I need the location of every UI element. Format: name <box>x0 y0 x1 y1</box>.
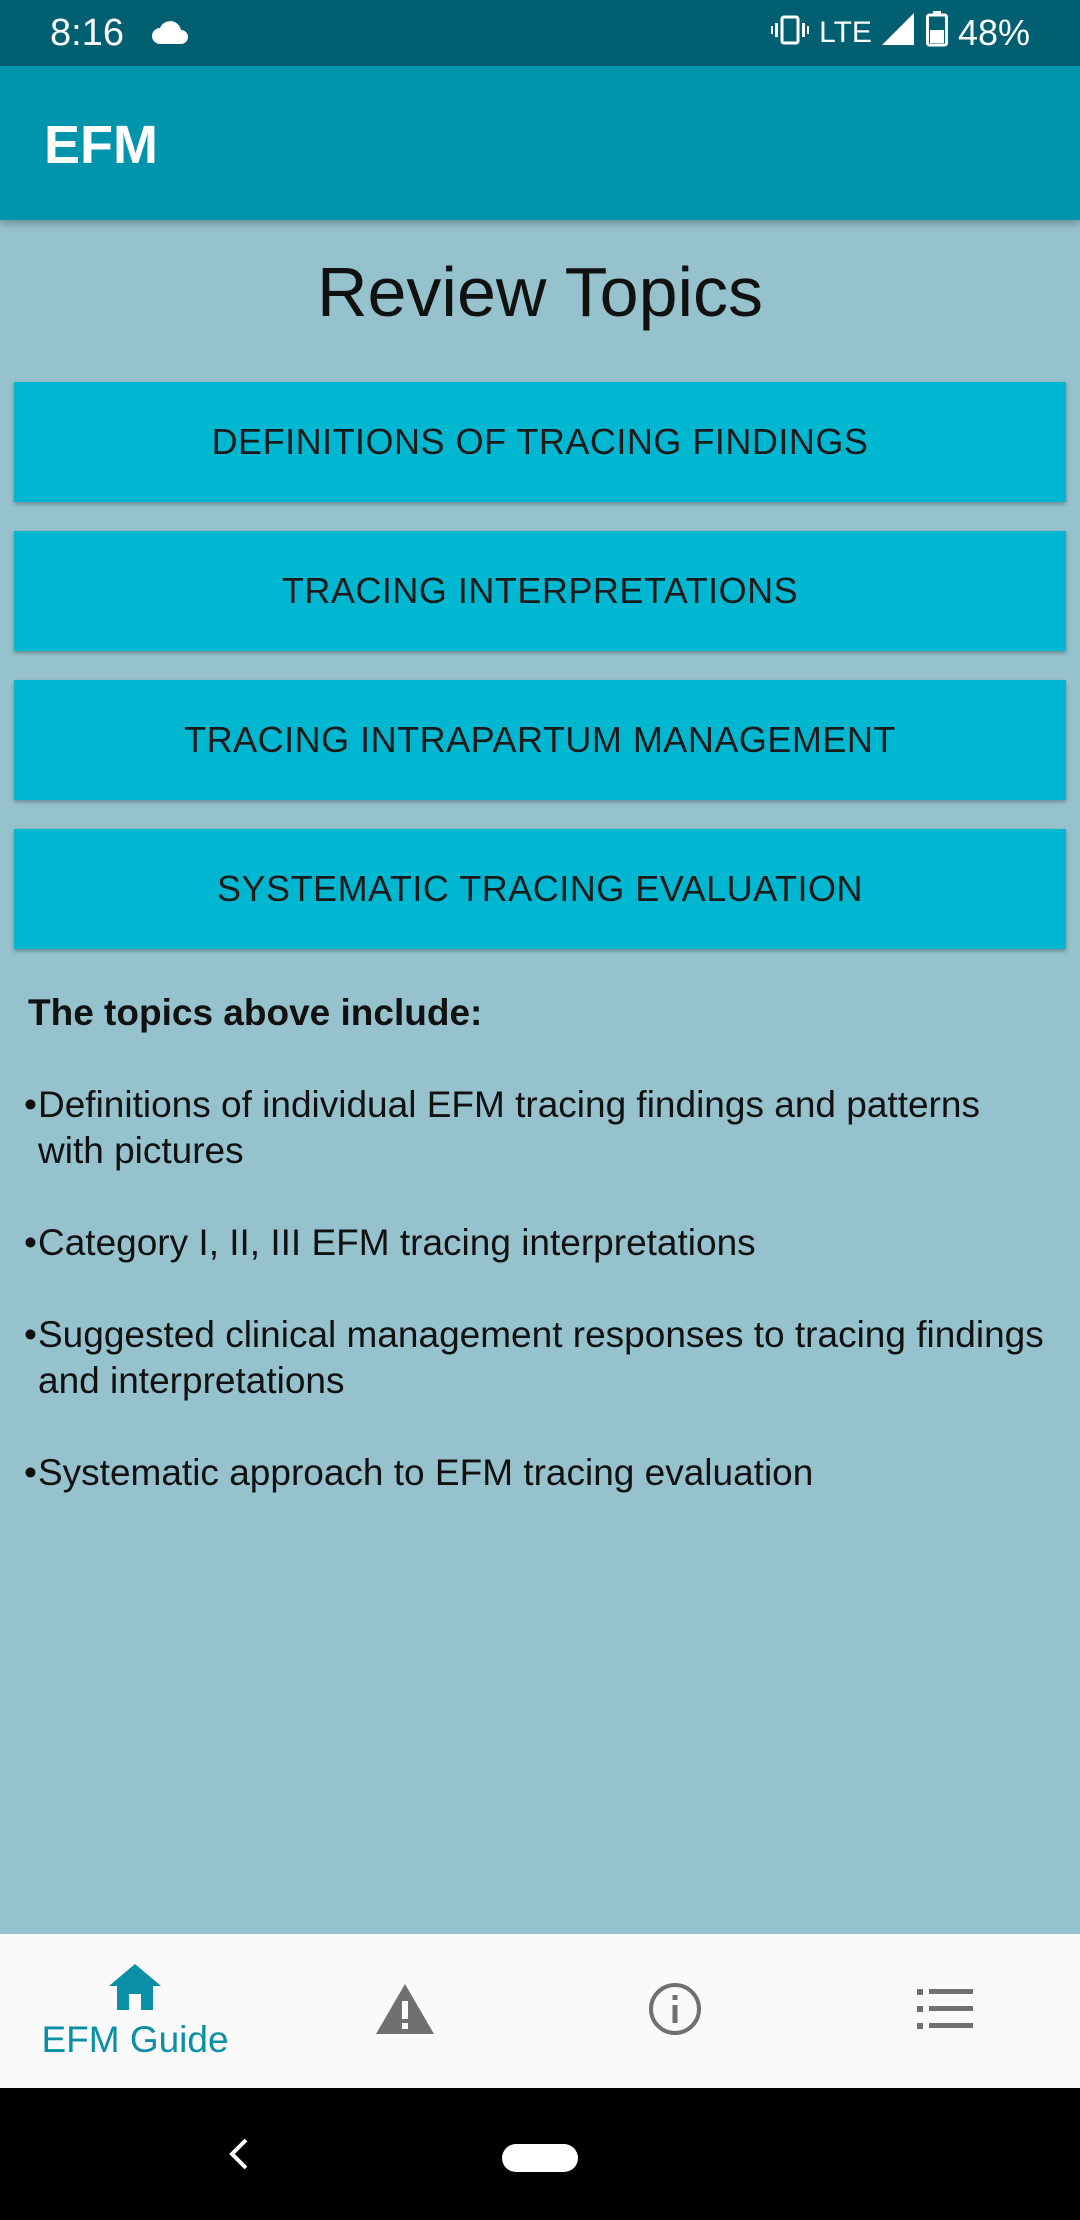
status-icons: LTE 48% <box>771 10 1030 56</box>
info-heading: The topics above include: <box>28 992 483 1033</box>
warning-icon <box>374 1982 436 2041</box>
home-icon <box>107 1962 163 2017</box>
nav-efm-guide-label: EFM Guide <box>41 2018 229 2060</box>
list-item: • Systematic approach to EFM tracing eva… <box>24 1450 1054 1496</box>
bullet-marker: • <box>24 1452 37 1493</box>
bullet-marker: • <box>24 1222 37 1263</box>
signal-icon <box>881 12 916 54</box>
bullet-text: Suggested clinical management responses … <box>38 1314 1044 1401</box>
app-title: EFM <box>44 115 158 175</box>
info-icon <box>647 1981 703 2042</box>
network-type: LTE <box>819 16 872 49</box>
intrapartum-management-button[interactable]: TRACING INTRAPARTUM MANAGEMENT <box>14 680 1066 800</box>
battery-level: 48% <box>957 12 1030 53</box>
vibrate-icon <box>771 12 810 54</box>
bullet-text: Definitions of individual EFM tracing fi… <box>38 1084 980 1171</box>
interpretations-button[interactable]: TRACING INTERPRETATIONS <box>14 531 1066 651</box>
list-item: • Category I, II, III EFM tracing interp… <box>24 1220 1054 1266</box>
nav-warning[interactable] <box>270 1934 540 2088</box>
list-icon <box>917 1987 973 2036</box>
status-bar: 8:16 LTE 48% <box>0 0 1080 66</box>
nav-efm-guide[interactable]: EFM Guide <box>0 1934 270 2088</box>
list-item: • Definitions of individual EFM tracing … <box>24 1082 1054 1174</box>
bullet-text: Category I, II, III EFM tracing interpre… <box>38 1222 756 1263</box>
topics-description: The topics above include: • Definitions … <box>24 990 1054 1542</box>
app-bar: EFM <box>0 66 1080 220</box>
back-icon[interactable] <box>226 2136 250 2177</box>
definitions-button[interactable]: DEFINITIONS OF TRACING FINDINGS <box>14 382 1066 502</box>
status-time: 8:16 <box>50 12 124 54</box>
list-item: • Suggested clinical management response… <box>24 1312 1054 1404</box>
nav-list[interactable] <box>810 1934 1080 2088</box>
home-pill[interactable] <box>502 2144 578 2172</box>
bullet-marker: • <box>24 1084 37 1125</box>
bottom-navigation: EFM Guide <box>0 1934 1080 2088</box>
battery-icon <box>925 10 948 56</box>
nav-info[interactable] <box>540 1934 810 2088</box>
bullet-marker: • <box>24 1314 37 1355</box>
bullet-text: Systematic approach to EFM tracing evalu… <box>38 1452 814 1493</box>
systematic-evaluation-button[interactable]: SYSTEMATIC TRACING EVALUATION <box>14 829 1066 949</box>
cloud-icon <box>150 20 190 51</box>
page-title: Review Topics <box>316 253 764 331</box>
